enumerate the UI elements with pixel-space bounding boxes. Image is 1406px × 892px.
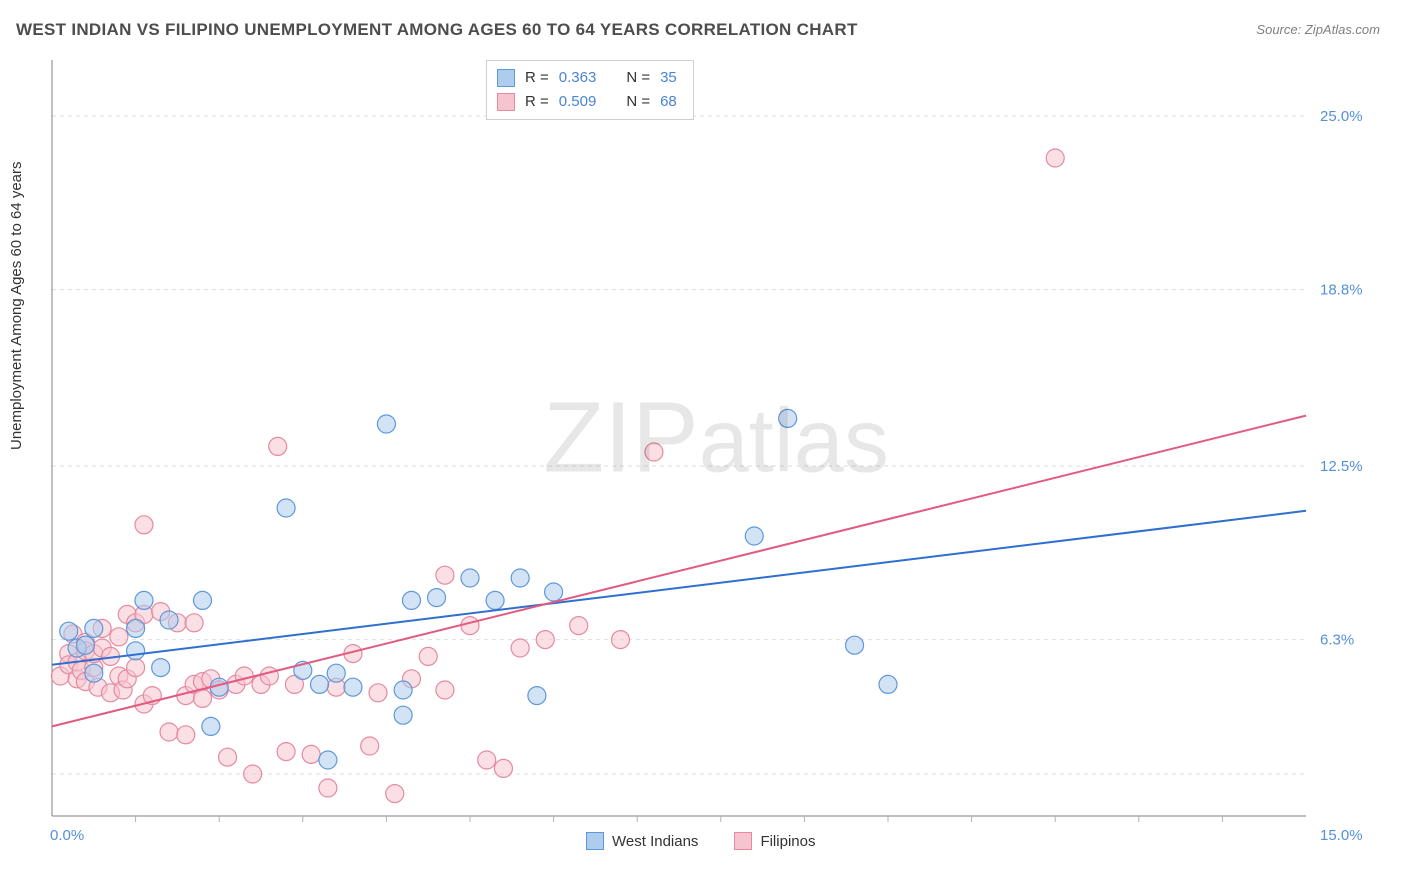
stats-legend: R = 0.363 N = 35 R = 0.509 N = 68 (486, 60, 694, 120)
scatter-chart-svg: 6.3% 12.5% 18.8% 25.0% 0.0% 15.0% (46, 56, 1386, 852)
series-legend: West Indians Filipinos (586, 832, 815, 850)
n-label: N = (626, 66, 650, 90)
r-value: 0.509 (559, 90, 597, 114)
svg-text:0.0%: 0.0% (50, 827, 84, 844)
chart-title: WEST INDIAN VS FILIPINO UNEMPLOYMENT AMO… (16, 20, 858, 40)
r-label: R = (525, 66, 549, 90)
svg-text:6.3%: 6.3% (1320, 632, 1354, 649)
legend-item-filipinos: Filipinos (734, 832, 815, 850)
r-value: 0.363 (559, 66, 597, 90)
legend-label: West Indians (612, 833, 698, 850)
svg-text:18.8%: 18.8% (1320, 282, 1363, 299)
source-attribution: Source: ZipAtlas.com (1256, 22, 1380, 37)
y-axis-label: Unemployment Among Ages 60 to 64 years (8, 161, 25, 450)
stats-legend-row: R = 0.363 N = 35 (497, 66, 677, 90)
r-label: R = (525, 90, 549, 114)
legend-swatch (586, 832, 604, 850)
n-label: N = (626, 90, 650, 114)
legend-label: Filipinos (760, 833, 815, 850)
legend-swatch-filipinos (497, 93, 515, 111)
source-value: ZipAtlas.com (1305, 22, 1380, 37)
legend-swatch-west-indians (497, 69, 515, 87)
stats-legend-row: R = 0.509 N = 68 (497, 90, 677, 114)
svg-text:12.5%: 12.5% (1320, 458, 1363, 475)
chart-plot-area: 6.3%12.5%18.8%25.0%0.0%15.0% ZIPatlas R … (46, 56, 1386, 852)
legend-item-west-indians: West Indians (586, 832, 698, 850)
n-value: 35 (660, 66, 677, 90)
legend-swatch (734, 832, 752, 850)
svg-text:25.0%: 25.0% (1320, 108, 1363, 125)
svg-text:15.0%: 15.0% (1320, 827, 1363, 844)
source-label: Source: (1256, 22, 1301, 37)
n-value: 68 (660, 90, 677, 114)
